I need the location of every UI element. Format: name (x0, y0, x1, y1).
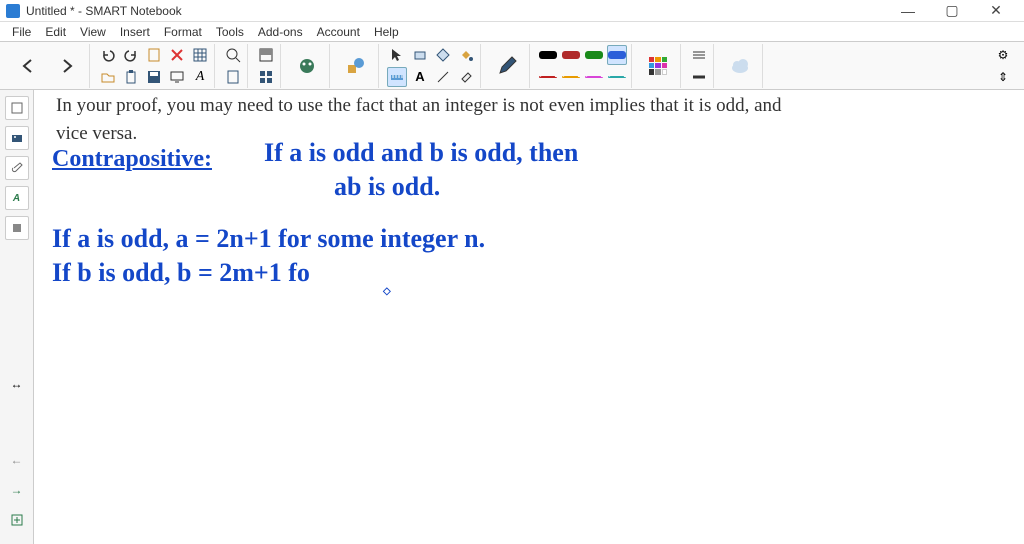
addons-tab[interactable] (5, 216, 29, 240)
page-down-button[interactable]: → (5, 478, 29, 502)
pen-dash-pink[interactable] (584, 67, 604, 87)
line-style-button[interactable] (689, 45, 709, 65)
menu-addons[interactable]: Add-ons (252, 23, 309, 41)
pen-styles (534, 44, 632, 88)
next-page-button[interactable] (49, 48, 85, 84)
menu-insert[interactable]: Insert (114, 23, 156, 41)
menu-tools[interactable]: Tools (210, 23, 250, 41)
gear-icon: ⚙ (998, 48, 1009, 62)
text-icon: A (196, 69, 205, 85)
color-picker-button[interactable] (640, 48, 676, 84)
page-up-button[interactable]: ← (5, 448, 29, 472)
window-title: Untitled * - SMART Notebook (26, 4, 886, 18)
text-tool[interactable]: A (410, 67, 430, 87)
grid-button[interactable] (256, 67, 276, 87)
hand-dot: ◇ (383, 286, 391, 297)
pen-dash-teal[interactable] (607, 67, 627, 87)
hand-label: Contrapositive: (52, 146, 212, 173)
pen-red[interactable] (561, 45, 581, 65)
pen-tool[interactable] (489, 48, 525, 84)
pen-blue[interactable] (607, 45, 627, 65)
expand-icon: ⇕ (998, 70, 1008, 84)
hand-line-4: If b is odd, b = 2m+1 fo (52, 258, 310, 288)
zoom-button[interactable] (223, 45, 243, 65)
menu-file[interactable]: File (6, 23, 37, 41)
pen-dash-red[interactable] (538, 67, 558, 87)
close-button[interactable]: ✕ (974, 1, 1018, 21)
screen-button[interactable] (167, 67, 187, 87)
color-grid-icon (649, 57, 667, 75)
prev-page-button[interactable] (10, 48, 46, 84)
menu-format[interactable]: Format (158, 23, 208, 41)
line-prop-button[interactable] (689, 67, 709, 87)
shape-rect-tool[interactable] (410, 45, 430, 65)
add-page-button[interactable] (5, 508, 29, 532)
maximize-button[interactable]: ▢ (930, 1, 974, 21)
page-up-icon: ← (11, 453, 23, 467)
hand-stmt-1: If a is odd and b is odd, then (264, 138, 578, 168)
table-button[interactable] (190, 45, 210, 65)
page-sorter-tab[interactable] (5, 96, 29, 120)
menu-account[interactable]: Account (311, 23, 366, 41)
gallery-tab[interactable] (5, 126, 29, 150)
toolbar: A A (0, 42, 1024, 90)
line-tool[interactable] (433, 67, 453, 87)
page-down-icon: → (11, 483, 23, 497)
properties-icon: A (13, 193, 20, 204)
pen-green[interactable] (584, 45, 604, 65)
paste-button[interactable] (121, 67, 141, 87)
eraser-tool[interactable] (456, 67, 476, 87)
screen-shade-button[interactable] (256, 45, 276, 65)
menu-edit[interactable]: Edit (39, 23, 72, 41)
move-tab[interactable]: ↔ (5, 372, 29, 396)
redo-button[interactable] (121, 45, 141, 65)
expand-button[interactable]: ⇕ (993, 67, 1013, 87)
pen-dash-orange[interactable] (561, 67, 581, 87)
attachments-tab[interactable] (5, 156, 29, 180)
menu-bar: File Edit View Insert Format Tools Add-o… (0, 22, 1024, 42)
fill-tool[interactable] (456, 45, 476, 65)
save-button[interactable] (144, 67, 164, 87)
shapes-button[interactable] (338, 48, 374, 84)
text-tool-icon: A (415, 69, 424, 84)
settings-button[interactable]: ⚙ (993, 45, 1013, 65)
select-tool[interactable] (387, 45, 407, 65)
left-sidebar: A ↔ ← → (0, 90, 34, 544)
app-icon (6, 4, 20, 18)
new-page-button[interactable] (144, 45, 164, 65)
properties-tab[interactable]: A (5, 186, 29, 210)
undo-button[interactable] (98, 45, 118, 65)
document-button[interactable] (223, 67, 243, 87)
pen-black[interactable] (538, 45, 558, 65)
canvas[interactable]: In your proof, you may need to use the f… (34, 90, 1024, 544)
ruler-tool[interactable] (387, 67, 407, 87)
hand-stmt-2: ab is odd. (334, 172, 440, 202)
minimize-button[interactable]: — (886, 1, 930, 21)
menu-help[interactable]: Help (368, 23, 405, 41)
move-icon: ↔ (11, 377, 23, 391)
printed-line-1: In your proof, you may need to use the f… (56, 92, 782, 121)
printed-line-2: vice versa. (56, 120, 137, 149)
shape-poly-tool[interactable] (433, 45, 453, 65)
cloud-button[interactable] (722, 48, 758, 84)
delete-button[interactable] (167, 45, 187, 65)
text-button[interactable]: A (190, 67, 210, 87)
hand-line-3: If a is odd, a = 2n+1 for some integer n… (52, 224, 485, 254)
open-button[interactable] (98, 67, 118, 87)
menu-view[interactable]: View (74, 23, 112, 41)
addon-button[interactable] (289, 48, 325, 84)
